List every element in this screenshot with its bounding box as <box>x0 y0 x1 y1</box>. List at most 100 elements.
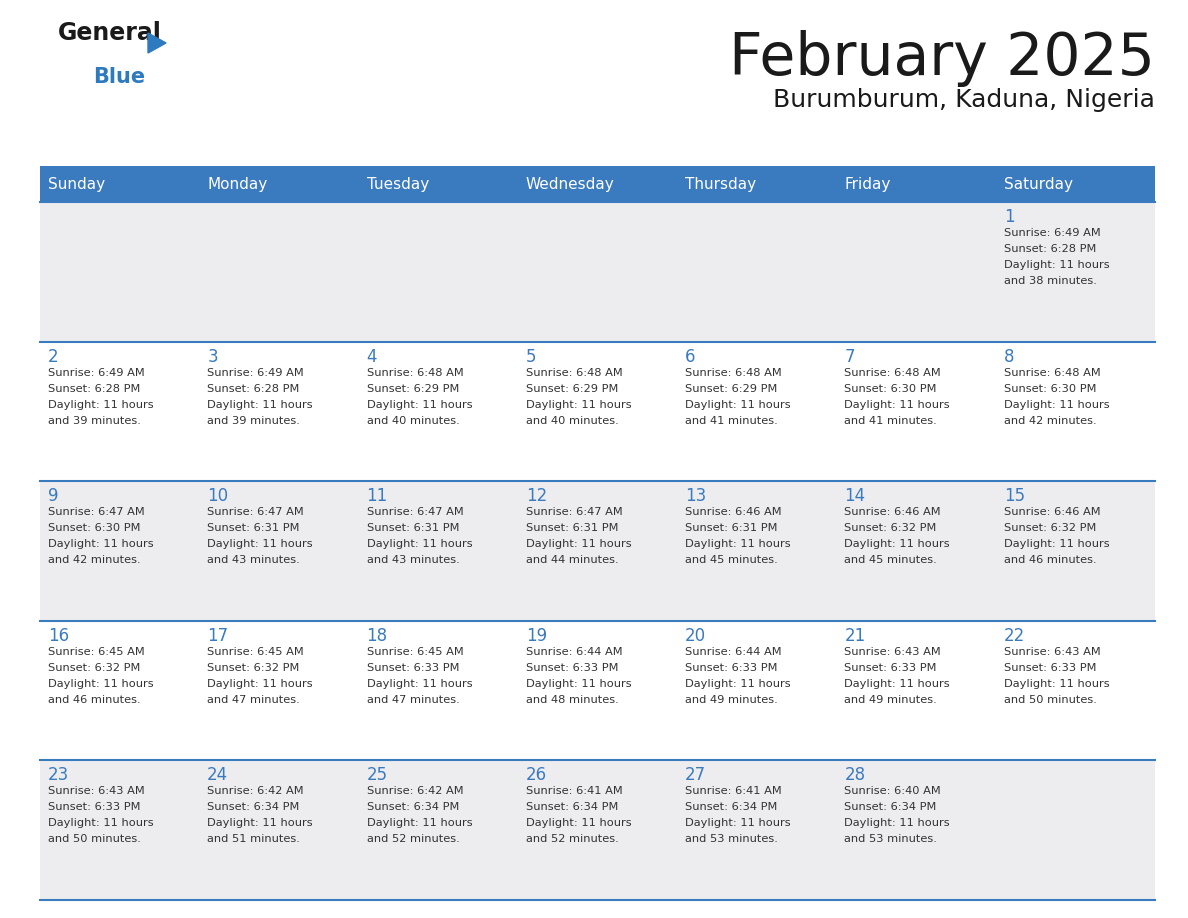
Text: Sunset: 6:32 PM: Sunset: 6:32 PM <box>207 663 299 673</box>
Text: Sunset: 6:34 PM: Sunset: 6:34 PM <box>845 802 937 812</box>
Text: Sunset: 6:30 PM: Sunset: 6:30 PM <box>1004 384 1097 394</box>
Bar <box>40 166 200 202</box>
Bar <box>200 760 359 900</box>
Text: 23: 23 <box>48 767 69 784</box>
Text: Daylight: 11 hours: Daylight: 11 hours <box>1004 399 1110 409</box>
Text: Daylight: 11 hours: Daylight: 11 hours <box>1004 260 1110 270</box>
Bar <box>200 481 359 621</box>
Text: Sunrise: 6:41 AM: Sunrise: 6:41 AM <box>526 787 623 797</box>
Text: and 40 minutes.: and 40 minutes. <box>526 416 619 426</box>
Text: Sunset: 6:28 PM: Sunset: 6:28 PM <box>48 384 140 394</box>
Text: General: General <box>58 21 162 45</box>
Text: Sunset: 6:30 PM: Sunset: 6:30 PM <box>845 384 937 394</box>
Bar <box>836 166 996 202</box>
Bar <box>518 166 677 202</box>
Text: Daylight: 11 hours: Daylight: 11 hours <box>526 539 632 549</box>
Polygon shape <box>148 33 166 53</box>
Text: Sunrise: 6:48 AM: Sunrise: 6:48 AM <box>685 367 782 377</box>
Bar <box>836 202 996 341</box>
Text: and 47 minutes.: and 47 minutes. <box>367 695 460 705</box>
Text: 8: 8 <box>1004 348 1015 365</box>
Bar <box>677 760 836 900</box>
Text: Sunrise: 6:47 AM: Sunrise: 6:47 AM <box>48 508 145 517</box>
Text: and 45 minutes.: and 45 minutes. <box>685 555 778 565</box>
Text: 19: 19 <box>526 627 546 644</box>
Text: Daylight: 11 hours: Daylight: 11 hours <box>367 678 472 688</box>
Bar <box>677 341 836 481</box>
Bar <box>518 621 677 760</box>
Text: Daylight: 11 hours: Daylight: 11 hours <box>1004 678 1110 688</box>
Bar <box>40 760 200 900</box>
Text: and 52 minutes.: and 52 minutes. <box>367 834 460 845</box>
Text: and 38 minutes.: and 38 minutes. <box>1004 276 1097 286</box>
Text: Daylight: 11 hours: Daylight: 11 hours <box>526 819 632 828</box>
Text: Thursday: Thursday <box>685 176 757 192</box>
Text: Daylight: 11 hours: Daylight: 11 hours <box>845 819 950 828</box>
Text: 12: 12 <box>526 487 546 505</box>
Text: 28: 28 <box>845 767 866 784</box>
Bar <box>359 760 518 900</box>
Bar <box>996 341 1155 481</box>
Text: Daylight: 11 hours: Daylight: 11 hours <box>207 678 312 688</box>
Text: and 46 minutes.: and 46 minutes. <box>48 695 140 705</box>
Text: Sunrise: 6:46 AM: Sunrise: 6:46 AM <box>845 508 941 517</box>
Text: 7: 7 <box>845 348 855 365</box>
Text: Daylight: 11 hours: Daylight: 11 hours <box>685 539 791 549</box>
Text: 16: 16 <box>48 627 69 644</box>
Text: Daylight: 11 hours: Daylight: 11 hours <box>367 819 472 828</box>
Text: 6: 6 <box>685 348 696 365</box>
Bar <box>836 481 996 621</box>
Text: and 39 minutes.: and 39 minutes. <box>207 416 301 426</box>
Text: Sunset: 6:31 PM: Sunset: 6:31 PM <box>526 523 618 533</box>
Text: Sunrise: 6:45 AM: Sunrise: 6:45 AM <box>48 647 145 656</box>
Bar <box>40 202 200 341</box>
Bar <box>677 481 836 621</box>
Bar <box>40 481 200 621</box>
Text: Monday: Monday <box>207 176 267 192</box>
Text: and 41 minutes.: and 41 minutes. <box>685 416 778 426</box>
Text: and 49 minutes.: and 49 minutes. <box>845 695 937 705</box>
Text: 14: 14 <box>845 487 866 505</box>
Text: Daylight: 11 hours: Daylight: 11 hours <box>207 819 312 828</box>
Bar <box>996 481 1155 621</box>
Text: Sunrise: 6:43 AM: Sunrise: 6:43 AM <box>48 787 145 797</box>
Text: Sunrise: 6:48 AM: Sunrise: 6:48 AM <box>526 367 623 377</box>
Text: Sunday: Sunday <box>48 176 105 192</box>
Text: 3: 3 <box>207 348 217 365</box>
Text: Wednesday: Wednesday <box>526 176 614 192</box>
Text: 18: 18 <box>367 627 387 644</box>
Text: Sunrise: 6:47 AM: Sunrise: 6:47 AM <box>367 508 463 517</box>
Bar <box>518 341 677 481</box>
Text: and 42 minutes.: and 42 minutes. <box>48 555 140 565</box>
Bar <box>836 341 996 481</box>
Text: 27: 27 <box>685 767 706 784</box>
Text: Sunset: 6:33 PM: Sunset: 6:33 PM <box>48 802 140 812</box>
Text: Daylight: 11 hours: Daylight: 11 hours <box>1004 539 1110 549</box>
Text: February 2025: February 2025 <box>729 30 1155 87</box>
Text: Sunset: 6:33 PM: Sunset: 6:33 PM <box>845 663 937 673</box>
Text: 21: 21 <box>845 627 866 644</box>
Text: and 52 minutes.: and 52 minutes. <box>526 834 619 845</box>
Text: Sunrise: 6:44 AM: Sunrise: 6:44 AM <box>526 647 623 656</box>
Bar <box>359 621 518 760</box>
Text: Sunset: 6:29 PM: Sunset: 6:29 PM <box>526 384 618 394</box>
Text: and 44 minutes.: and 44 minutes. <box>526 555 619 565</box>
Text: Sunset: 6:33 PM: Sunset: 6:33 PM <box>367 663 459 673</box>
Text: Sunrise: 6:46 AM: Sunrise: 6:46 AM <box>1004 508 1100 517</box>
Bar <box>40 341 200 481</box>
Text: Sunrise: 6:43 AM: Sunrise: 6:43 AM <box>1004 647 1100 656</box>
Bar <box>359 166 518 202</box>
Text: and 49 minutes.: and 49 minutes. <box>685 695 778 705</box>
Bar <box>996 621 1155 760</box>
Text: Sunrise: 6:48 AM: Sunrise: 6:48 AM <box>845 367 941 377</box>
Text: Tuesday: Tuesday <box>367 176 429 192</box>
Bar <box>836 621 996 760</box>
Text: Sunrise: 6:47 AM: Sunrise: 6:47 AM <box>526 508 623 517</box>
Text: Sunset: 6:31 PM: Sunset: 6:31 PM <box>207 523 299 533</box>
Text: Daylight: 11 hours: Daylight: 11 hours <box>845 678 950 688</box>
Bar <box>518 202 677 341</box>
Text: Sunset: 6:34 PM: Sunset: 6:34 PM <box>526 802 618 812</box>
Text: Sunrise: 6:40 AM: Sunrise: 6:40 AM <box>845 787 941 797</box>
Text: Daylight: 11 hours: Daylight: 11 hours <box>207 399 312 409</box>
Text: Sunset: 6:33 PM: Sunset: 6:33 PM <box>1004 663 1097 673</box>
